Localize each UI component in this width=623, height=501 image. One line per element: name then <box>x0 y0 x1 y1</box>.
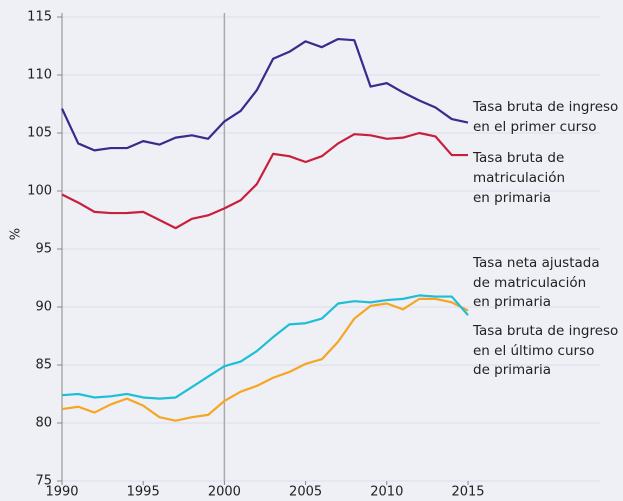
x-tick-label: 1990 <box>45 485 78 500</box>
series-label: en el último curso <box>473 343 594 359</box>
series-label: de matriculación <box>473 275 586 291</box>
series-label: de primaria <box>473 362 551 378</box>
series-line <box>61 131 468 230</box>
series-label: matriculación <box>473 170 565 186</box>
y-tick-label: 85 <box>35 358 52 373</box>
series-line <box>61 294 469 400</box>
series-line <box>61 297 469 422</box>
series-label: Tasa neta ajustada <box>472 255 600 271</box>
series-label: Tasa bruta de ingreso <box>472 323 618 339</box>
series-label: en primaria <box>473 294 551 310</box>
y-tick-label: 75 <box>35 474 52 489</box>
x-tick-label: 2000 <box>208 485 241 500</box>
y-tick-label: 115 <box>27 10 52 25</box>
x-tick-label: 1995 <box>127 485 160 500</box>
x-tick-label: 2015 <box>451 485 484 500</box>
x-tick-label: 2010 <box>370 485 403 500</box>
series-label: Tasa bruta de <box>472 150 564 166</box>
y-tick-label: 100 <box>27 184 52 199</box>
x-tick-label: 2005 <box>289 485 322 500</box>
series-label: en primaria <box>473 190 551 206</box>
y-tick-label: 110 <box>27 68 52 83</box>
y-tick-label: 95 <box>35 242 52 257</box>
y-tick-label: 80 <box>35 416 52 431</box>
series-label: Tasa bruta de ingreso <box>472 99 618 115</box>
y-tick-label: 90 <box>35 300 52 315</box>
y-axis-label: % <box>9 228 24 240</box>
series-label: en el primer curso <box>473 119 597 135</box>
y-tick-label: 105 <box>27 126 52 141</box>
series-line <box>61 37 469 152</box>
